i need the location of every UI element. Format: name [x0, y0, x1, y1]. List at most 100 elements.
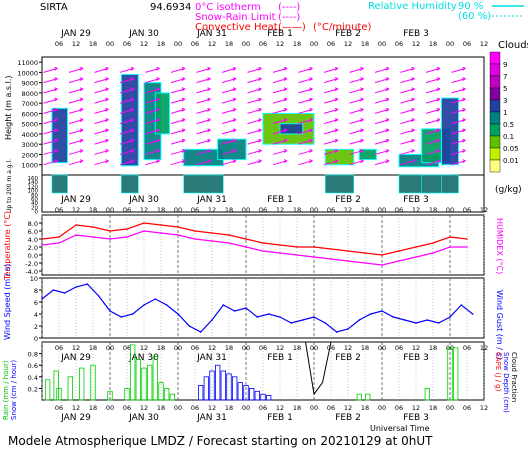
wind-arrow	[221, 108, 237, 114]
wind-arrow	[400, 160, 415, 166]
wind-arrow	[425, 88, 441, 94]
wind-arrow	[119, 78, 135, 84]
wind-arrow	[221, 119, 237, 125]
wind-arrow	[119, 119, 135, 125]
wind-arrow	[170, 98, 186, 104]
temperature-point	[58, 242, 60, 244]
rain-bar	[447, 347, 453, 401]
wind-arrow-head	[411, 87, 415, 92]
wind-arrow-head	[283, 138, 288, 143]
wind-arrow	[145, 108, 160, 114]
wind-point	[75, 286, 77, 288]
hour-label: 00	[242, 40, 250, 48]
temperature-point	[279, 252, 281, 254]
temperature-point	[58, 236, 60, 238]
temperature-tick-label: -4.0	[25, 268, 38, 276]
wind-arrow	[425, 149, 441, 155]
wind-arrow	[451, 160, 466, 166]
day-label: FEB 3	[403, 413, 429, 423]
wind-arrow-head	[156, 128, 160, 133]
wind-arrow	[247, 67, 262, 73]
day-label: FEB 1	[267, 195, 293, 205]
wind-arrow	[170, 160, 186, 166]
wind-arrow	[323, 149, 339, 155]
snow-bar	[209, 370, 215, 401]
wind-arrow	[221, 98, 237, 104]
wind-arrow-head	[130, 66, 135, 71]
wind-point	[460, 304, 463, 306]
day-label: JAN 29	[60, 29, 91, 39]
height-low-tick-label: 100	[28, 189, 39, 195]
wind-arrow	[247, 108, 262, 114]
temperature-point	[364, 252, 366, 254]
hour-label: 18	[157, 40, 165, 48]
snow-bar	[237, 382, 243, 401]
wind-arrow-head	[181, 118, 186, 123]
height-low-tick-label: 160	[28, 176, 39, 182]
hour-label: 12	[72, 206, 80, 214]
hour-label: 00	[310, 40, 318, 48]
temperature-point	[75, 234, 77, 236]
wind-arrow	[68, 119, 84, 125]
wind-arrow-head	[105, 66, 109, 71]
wind-arrow-head	[79, 159, 84, 164]
wind-arrow-head	[156, 66, 160, 71]
wind-arrow-head	[130, 148, 135, 153]
wind-arrow-head	[79, 77, 84, 82]
hour-label: 12	[276, 206, 284, 214]
wind-arrow	[374, 98, 390, 104]
wind-arrow-head	[283, 159, 288, 164]
rain-bar	[56, 387, 62, 401]
height-axis-label: Height (m a.s.l.)	[4, 76, 13, 141]
wind-arrow-head	[258, 107, 262, 112]
colorbar-swatch	[489, 111, 501, 125]
wind-arrow	[94, 98, 109, 104]
wind-arrow	[119, 108, 135, 114]
wind-arrow-head	[360, 87, 364, 92]
hour-label: 12	[276, 40, 284, 48]
wind-arrow-head	[334, 138, 339, 143]
wind-arrow-head	[130, 97, 135, 102]
wind-arrow-head	[360, 138, 364, 143]
hour-label: 06	[259, 404, 267, 412]
wind-arrow	[196, 98, 211, 104]
temperature-point	[432, 242, 434, 244]
wind-arrow	[145, 78, 160, 84]
snow-bar	[220, 370, 226, 401]
height-low-tick-label: 20	[31, 205, 38, 211]
hour-label: 18	[225, 404, 233, 412]
height-tick-label: 5000	[21, 121, 38, 129]
height-tick-label: 9000	[21, 80, 38, 88]
wind-arrow-head	[360, 148, 364, 153]
temperature-point	[296, 246, 298, 248]
cloud-cell	[279, 123, 304, 135]
wind-arrow-head	[156, 159, 160, 164]
windgust-axis-label: Wind Gust (m / s)	[495, 290, 504, 360]
wind-arrow-head	[79, 107, 84, 112]
wind-arrow-head	[54, 128, 58, 133]
wind-arrow-head	[436, 159, 441, 164]
wind-arrow-head	[207, 159, 211, 164]
wind-arrow-head	[54, 107, 58, 112]
hour-label: 12	[140, 40, 148, 48]
wind-arrow-head	[385, 77, 390, 82]
wind-arrow	[94, 119, 109, 125]
wind-point	[256, 316, 259, 318]
wind-arrow-head	[105, 87, 109, 92]
cape-axis-label: CAPE (J / g)	[494, 352, 502, 392]
wind-arrow	[272, 139, 288, 145]
colorbar-title: Clouds	[498, 40, 528, 51]
wind-arrow-head	[232, 66, 237, 71]
cloud-cell	[217, 138, 247, 161]
snow-bar	[226, 373, 232, 401]
wind-arrow	[349, 78, 364, 84]
wind-arrow	[400, 98, 415, 104]
rain-axis-label: Rain (mm / hour)	[2, 360, 10, 420]
hour-label: 18	[89, 404, 97, 412]
hour-label: 18	[293, 404, 301, 412]
wind-arrow-head	[411, 118, 415, 123]
grid-lines	[41, 215, 485, 400]
wind-arrow	[43, 160, 58, 166]
wind-point	[403, 319, 406, 321]
rain-bar	[107, 390, 113, 401]
